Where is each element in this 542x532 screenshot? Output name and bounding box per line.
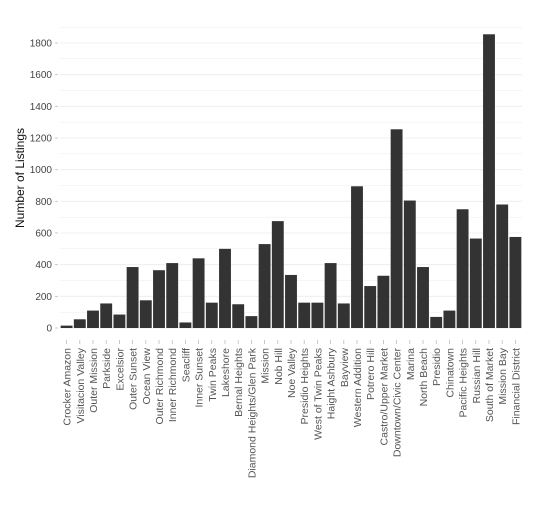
x-tick-label: Potrero Hill <box>365 348 377 400</box>
bar <box>417 267 429 328</box>
y-tick-label: 1600 <box>30 70 53 81</box>
bar <box>245 316 258 328</box>
bar <box>469 238 482 328</box>
bar <box>205 302 218 328</box>
x-tick-label: Nob Hill <box>273 348 285 385</box>
x-tick-label: Western Addition <box>352 348 364 427</box>
bar <box>377 275 390 328</box>
bar <box>113 314 126 328</box>
x-tick-label: Haight Ashbury <box>326 347 338 419</box>
bar <box>232 304 245 328</box>
bar <box>271 221 284 328</box>
bar <box>192 258 205 328</box>
x-tick-label: Mission <box>260 348 272 384</box>
x-tick-label: Presidio Heights <box>299 348 311 424</box>
bar <box>351 186 363 328</box>
bar <box>126 267 139 328</box>
bar <box>443 310 456 328</box>
y-tick-label: 600 <box>35 229 52 240</box>
bar <box>364 286 377 328</box>
x-tick-label: Outer Sunset <box>128 348 140 410</box>
x-tick-label: Presidio <box>431 348 443 386</box>
x-tick-label: Marina <box>405 348 417 380</box>
x-tick-label: Inner Sunset <box>194 348 206 408</box>
x-tick-label: Excelsior <box>114 348 126 391</box>
bar <box>403 200 416 328</box>
y-axis-ticks: 0 200 400 600 800 1000 1200 1400 1600 1800 <box>30 39 58 335</box>
x-tick-label: Crocker Amazon <box>62 348 74 426</box>
x-tick-label: Russian Hill <box>471 348 483 403</box>
bar <box>509 236 522 328</box>
bar <box>60 325 73 328</box>
y-tick-label: 1400 <box>30 102 53 113</box>
x-tick-label: North Beach <box>418 348 430 407</box>
x-tick-label: Parkside <box>101 348 113 389</box>
bar <box>311 302 324 328</box>
bar <box>298 302 311 328</box>
x-tick-label: Noe Valley <box>286 347 298 398</box>
y-tick-label: 1200 <box>30 134 53 145</box>
bar <box>179 322 192 328</box>
x-tick-label: Downtown/Civic Center <box>392 347 404 457</box>
x-axis-ticks: Crocker Amazon Visitacion Valley Outer Mis… <box>62 340 522 478</box>
y-axis-label: Number of Listings <box>13 128 27 228</box>
bar <box>100 303 113 328</box>
gridlines <box>60 26 522 329</box>
bar <box>324 263 337 328</box>
bar <box>87 310 99 328</box>
x-tick-label: South of Market <box>484 348 496 422</box>
y-tick-label: 400 <box>35 260 52 271</box>
bar <box>166 263 179 328</box>
y-tick-label: 0 <box>46 324 52 335</box>
x-tick-label: West of Twin Peaks <box>312 348 324 440</box>
bars <box>60 34 522 329</box>
bar <box>390 129 403 328</box>
bar <box>73 319 86 328</box>
x-tick-label: Bayview <box>339 348 351 388</box>
x-tick-label: Visitacion Valley <box>75 347 87 423</box>
y-tick-label: 200 <box>35 292 52 303</box>
x-tick-label: Inner Richmond <box>167 348 179 422</box>
bar <box>337 303 350 328</box>
x-tick-label: Lakeshore <box>220 348 232 397</box>
x-tick-label: Outer Richmond <box>154 348 166 425</box>
bar <box>496 204 509 328</box>
x-tick-label: Twin Peaks <box>207 348 219 402</box>
x-tick-label: Chinatown <box>444 348 456 398</box>
x-tick-label: Pacific Heights <box>458 348 470 417</box>
x-tick-label: Diamond Heights/Glen Park <box>246 347 258 478</box>
x-tick-label: Seacliff <box>180 348 192 382</box>
bar <box>139 300 152 328</box>
bar <box>153 270 165 328</box>
y-tick-label: 1000 <box>30 165 53 176</box>
x-tick-label: Financial District <box>510 348 522 425</box>
bar <box>430 316 443 328</box>
y-tick-label: 1800 <box>30 39 53 50</box>
bar <box>219 248 231 328</box>
bar <box>258 244 271 328</box>
x-tick-label: Ocean View <box>141 348 153 405</box>
bar <box>285 274 297 328</box>
bar <box>483 34 495 329</box>
x-tick-label: Mission Bay <box>497 347 509 404</box>
x-tick-label: Outer Mission <box>88 348 100 413</box>
y-tick-label: 800 <box>35 197 52 208</box>
x-tick-label: Castro/Upper Market <box>378 348 390 446</box>
x-tick-label: Bernal Heights <box>233 348 245 417</box>
bar <box>456 209 469 328</box>
